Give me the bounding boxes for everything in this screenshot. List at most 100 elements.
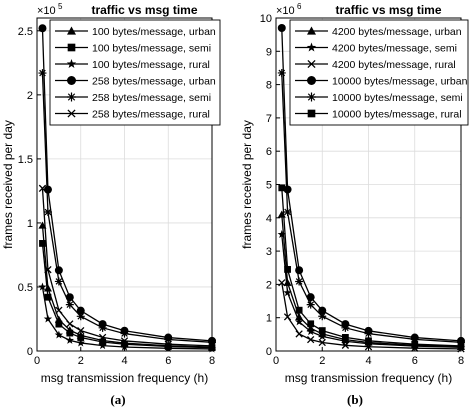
chart-b-series-6-point-1-marker bbox=[278, 184, 286, 192]
chart-a-exponent-power: 5 bbox=[58, 2, 63, 11]
chart-a-y-tick-label: 0 bbox=[27, 346, 33, 358]
chart-b-series-2-point-4-marker bbox=[306, 327, 315, 336]
chart-a-x-axis-label: msg transmission frequency (h) bbox=[41, 371, 208, 385]
chart-b-x-tick-label: 6 bbox=[412, 355, 418, 367]
chart-a-series-6 bbox=[38, 184, 216, 350]
chart-a-series-5-point-2-marker bbox=[43, 208, 52, 217]
chart-a-x-tick-label: 8 bbox=[209, 355, 215, 367]
chart-b-series-6-point-9-marker bbox=[457, 342, 465, 350]
chart-a-exponent-label: ×10 bbox=[37, 5, 56, 17]
chart-a-series-2-point-2-marker bbox=[44, 293, 52, 301]
chart-b-title: traffic vs msg time bbox=[335, 3, 441, 17]
chart-a-series-5-point-3-marker bbox=[54, 277, 63, 286]
chart-b-series-6-point-2-marker bbox=[284, 266, 291, 273]
chart-b-series-6-point-6-marker bbox=[341, 334, 349, 341]
chart-a-series-6-point-5-marker bbox=[77, 326, 85, 335]
chart-b-series-2-point-2-marker bbox=[283, 288, 292, 297]
chart-a-series-6-point-6-marker bbox=[98, 333, 107, 342]
chart-a-series-6-point-3-marker bbox=[55, 306, 63, 314]
chart-b-x-tick-label: 2 bbox=[319, 355, 325, 367]
chart-b-legend-label: 10000 bytes/message, rural bbox=[332, 109, 462, 121]
chart-a-caption: (a) bbox=[110, 392, 125, 407]
chart-a-series-3-point-1-marker bbox=[38, 282, 47, 291]
chart-a-series-5-point-8-marker bbox=[164, 335, 173, 344]
chart-a-series-5 bbox=[38, 69, 216, 347]
chart-b-series-5 bbox=[277, 68, 465, 347]
chart-a-series-3-point-9-marker bbox=[207, 344, 217, 353]
chart-b-y-tick-label: 3 bbox=[266, 246, 272, 258]
chart-a-series-3-point-6-marker bbox=[98, 341, 107, 350]
chart-a-legend-label: 258 bytes/message, semi bbox=[92, 92, 211, 104]
chart-b-series-6 bbox=[278, 184, 465, 350]
chart-b-y-tick-label: 2 bbox=[266, 279, 272, 291]
chart-a-legend-label: 100 bytes/message, rural bbox=[92, 59, 210, 71]
chart-b-series-3-point-2-marker bbox=[283, 313, 292, 321]
chart-a-series-6-point-2-marker bbox=[44, 266, 52, 274]
chart-a-legend-label: 100 bytes/message, semi bbox=[92, 43, 211, 55]
chart-a-x-tick-label: 0 bbox=[34, 355, 40, 367]
chart-a-legend-3-marker bbox=[66, 59, 77, 68]
chart-a-legend-label: 100 bytes/message, urban bbox=[92, 26, 216, 38]
chart-a-y-tick-label: 1.5 bbox=[18, 154, 33, 166]
chart-b-legend-label: 4200 bytes/message, urban bbox=[332, 26, 462, 38]
chart-a-series-6-point-8-marker bbox=[164, 340, 172, 348]
chart-b-y-tick-label: 5 bbox=[266, 180, 272, 192]
chart-a-legend: 100 bytes/message, urban 100 bytes/messag… bbox=[49, 19, 221, 126]
chart-a-series-2-point-1-marker bbox=[39, 240, 46, 247]
chart-a-x-tick-label: 4 bbox=[121, 355, 127, 367]
chart-b-y-tick-label: 6 bbox=[266, 146, 272, 158]
chart-b-legend: 4200 bytes/message, urban 4200 bytes/mess… bbox=[289, 19, 469, 126]
chart-a-x-tick-label: 2 bbox=[78, 355, 84, 367]
chart-a-y-tick-label: 2.5 bbox=[18, 26, 33, 38]
chart-a-legend-label: 258 bytes/message, urban bbox=[92, 76, 216, 88]
chart-b-legend-3-marker bbox=[307, 59, 316, 69]
chart-b-exponent-label: ×10 bbox=[276, 5, 295, 17]
chart-b-series-5-point-7-marker bbox=[364, 329, 373, 338]
chart-a-series-3-point-4-marker bbox=[65, 335, 74, 344]
chart-a-y-axis-label: frames received per day bbox=[1, 120, 15, 249]
chart-b-y-tick-label: 7 bbox=[266, 113, 272, 125]
chart-b-legend-5-marker bbox=[307, 92, 316, 102]
chart-b-series-4-point-4-marker bbox=[306, 293, 315, 302]
chart-b-series-6-point-4-marker bbox=[307, 320, 315, 328]
chart-a-series-5-point-1-marker bbox=[38, 69, 47, 78]
chart-a-legend-box bbox=[49, 19, 221, 126]
chart-a-series-3-point-3-marker bbox=[54, 330, 64, 339]
chart-a-series-4-point-2-marker bbox=[43, 185, 52, 194]
chart-b-series-3-point-1-marker bbox=[278, 279, 286, 287]
chart-b-series-5-point-2-marker bbox=[283, 207, 292, 216]
chart-b-series-6-point-7-marker bbox=[365, 337, 372, 345]
chart-a-series-4-point-5-marker bbox=[76, 306, 85, 315]
chart-b-series-5-point-9-marker bbox=[457, 338, 465, 347]
chart-b-legend-label: 4200 bytes/message, semi bbox=[332, 43, 457, 55]
chart-b-exponent-power: 6 bbox=[297, 2, 302, 11]
chart-b-legend-1-marker bbox=[307, 26, 316, 35]
chart-a-series-6-point-1-marker bbox=[38, 184, 47, 193]
chart-b-series-3 bbox=[278, 279, 465, 353]
chart-b-series-5-point-3-marker bbox=[295, 277, 304, 286]
chart-b-legend-label: 10000 bytes/message, semi bbox=[332, 92, 463, 104]
chart-a-legend-label: 258 bytes/message, rural bbox=[92, 109, 210, 121]
chart-b-y-tick-label: 8 bbox=[266, 80, 272, 92]
chart-b-series-3-point-6-marker bbox=[341, 341, 350, 349]
chart-a-series-5-point-4-marker bbox=[65, 300, 74, 309]
chart-a-series-3-point-2-marker bbox=[43, 314, 53, 323]
chart-b-series-6-point-5-marker bbox=[318, 327, 326, 334]
chart-b-series-4-point-5-marker bbox=[318, 306, 327, 315]
chart-a-legend-2-marker bbox=[67, 43, 76, 52]
chart-b-x-axis-label: msg transmission frequency (h) bbox=[285, 371, 452, 385]
chart-b-series-3-point-3-marker bbox=[295, 330, 303, 338]
chart-a-legend-6-marker bbox=[67, 109, 76, 118]
chart-b-y-tick-label: 10 bbox=[260, 13, 272, 25]
chart-a-y-tick-label: 2 bbox=[27, 90, 33, 102]
chart-b-legend-4-marker bbox=[307, 76, 316, 85]
chart-b-series-5-point-4-marker bbox=[306, 300, 315, 309]
chart-a-series-3-point-5-marker bbox=[76, 338, 85, 347]
chart-b-x-tick-label: 8 bbox=[458, 355, 464, 367]
chart-b-legend-box bbox=[289, 19, 469, 126]
chart-a-series-5-point-7-marker bbox=[120, 329, 129, 338]
chart-a-series-3-point-7-marker bbox=[120, 342, 129, 351]
chart-b-series-5-point-8-marker bbox=[410, 335, 419, 344]
chart-b-series-3-point-4-marker bbox=[307, 335, 315, 344]
